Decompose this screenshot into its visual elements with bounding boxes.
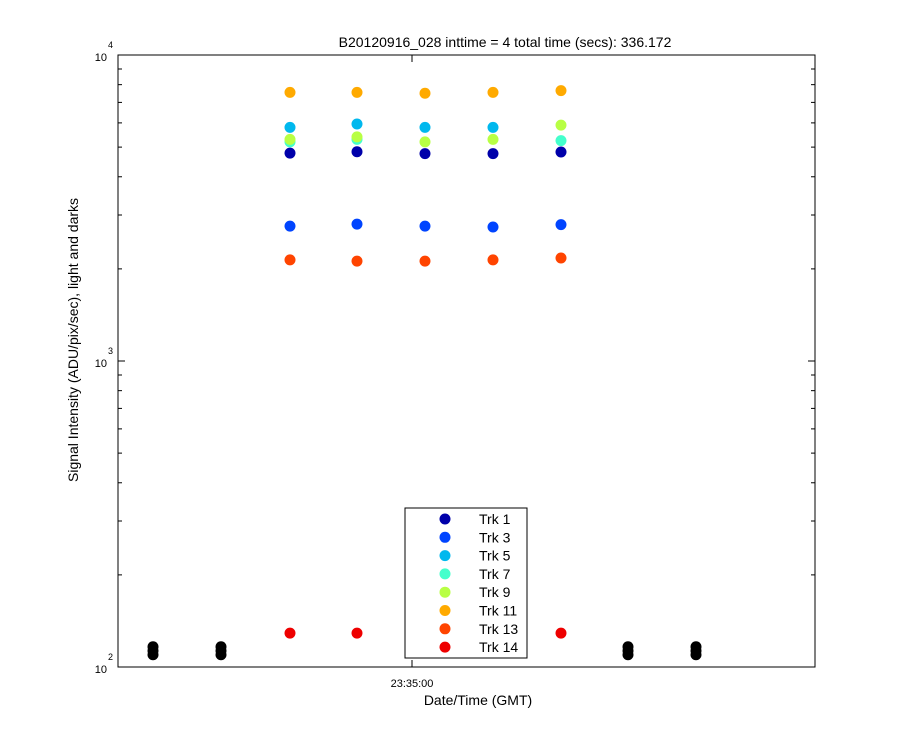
legend-label: Trk 1 [479, 511, 511, 527]
data-point [487, 86, 499, 98]
data-point [487, 221, 499, 233]
data-point [419, 220, 431, 232]
legend-box [404, 507, 528, 659]
legend-marker [439, 531, 451, 543]
data-point [487, 254, 499, 266]
data-point [487, 121, 499, 133]
legend-item: Trk 11 [439, 603, 517, 619]
data-point [555, 135, 567, 147]
legend: Trk 1 Trk 3 Trk 5 Trk 7 Trk 9 Trk 11 Trk 13 Trk… [404, 507, 528, 659]
data-point [487, 133, 499, 145]
legend-item: Trk 14 [439, 639, 518, 655]
data-point [555, 627, 567, 639]
data-point [284, 121, 296, 133]
data-point [284, 133, 296, 145]
data-point [419, 148, 431, 160]
data-point [351, 118, 363, 130]
data-point [351, 218, 363, 230]
legend-item: Trk 7 [439, 566, 511, 582]
legend-label: Trk 5 [479, 548, 511, 564]
chart-title: B20120916_028 inttime = 4 total time (se… [339, 34, 672, 50]
data-point [555, 119, 567, 131]
data-point [487, 148, 499, 160]
data-point [419, 255, 431, 267]
legend-marker [439, 550, 451, 562]
legend-marker [439, 568, 451, 580]
legend-marker [439, 513, 451, 525]
data-point-dark [147, 649, 159, 661]
y-tick-label-base: 10 [95, 52, 107, 64]
y-tick-label: 104 [95, 40, 113, 64]
legend-item: Trk 3 [439, 529, 511, 545]
y-tick-label-exponent: 3 [108, 346, 113, 356]
data-point [555, 146, 567, 158]
data-point [351, 255, 363, 267]
data-point [284, 254, 296, 266]
y-tick-label: 102 [95, 652, 113, 676]
data-point-dark [622, 649, 634, 661]
legend-label: Trk 13 [479, 621, 518, 637]
y-tick-label-exponent: 2 [108, 652, 113, 662]
data-point [284, 147, 296, 159]
data-point [284, 627, 296, 639]
legend-items: Trk 1 Trk 3 Trk 5 Trk 7 Trk 9 Trk 11 Trk 13 Trk… [439, 511, 518, 655]
data-point [419, 87, 431, 99]
legend-marker [439, 641, 451, 653]
y-tick-label: 103 [95, 346, 113, 370]
legend-item: Trk 1 [439, 511, 511, 527]
y-tick-label-exponent: 4 [108, 40, 113, 50]
data-point [351, 131, 363, 143]
data-point [284, 220, 296, 232]
data-point [419, 121, 431, 133]
data-point [351, 146, 363, 158]
data-point [555, 219, 567, 231]
data-point [351, 627, 363, 639]
legend-marker [439, 586, 451, 598]
legend-item: Trk 13 [439, 621, 518, 637]
data-point-dark [690, 649, 702, 661]
y-tick-label-base: 10 [95, 664, 107, 676]
y-axis-ticks [118, 54, 815, 668]
data-point [555, 252, 567, 264]
legend-item: Trk 5 [439, 548, 511, 564]
data-point [555, 85, 567, 97]
data-point-dark [215, 649, 227, 661]
legend-label: Trk 7 [479, 566, 511, 582]
x-axis-label: Date/Time (GMT) [424, 692, 532, 708]
legend-label: Trk 3 [479, 529, 511, 545]
legend-marker [439, 623, 451, 635]
data-point [419, 136, 431, 148]
legend-label: Trk 9 [479, 584, 511, 600]
y-axis-label: Signal Intensity (ADU/pix/sec), light an… [65, 198, 81, 482]
data-point [284, 86, 296, 98]
data-points [147, 85, 702, 661]
data-point [351, 86, 363, 98]
legend-item: Trk 9 [439, 584, 511, 600]
legend-label: Trk 14 [479, 639, 518, 655]
x-tick-label: 23:35:00 [391, 678, 434, 690]
legend-label: Trk 11 [479, 603, 517, 619]
y-tick-label-base: 10 [95, 358, 107, 370]
legend-marker [439, 605, 451, 616]
